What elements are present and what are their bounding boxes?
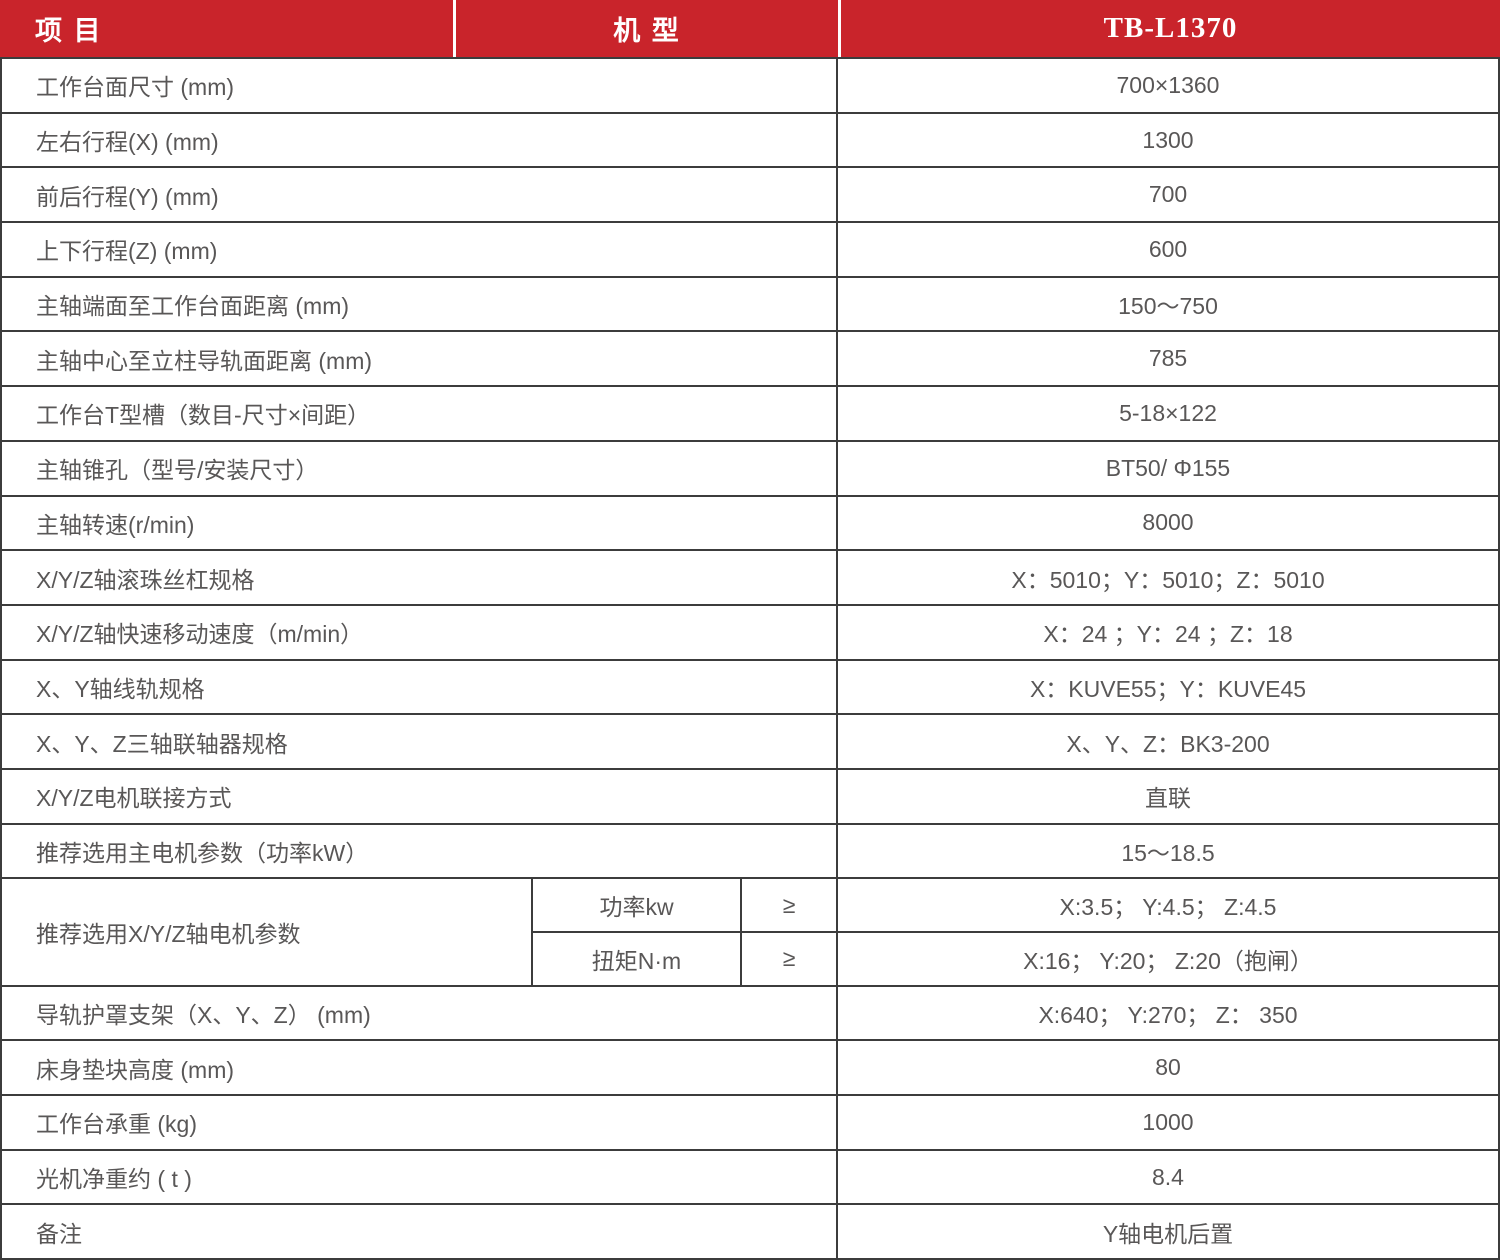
- row-value: X：5010；Y：5010；Z：5010: [1011, 566, 1325, 593]
- row-label: X/Y/Z电机联接方式: [2, 769, 838, 823]
- param-name: 功率kw: [533, 879, 742, 931]
- row-value: 80: [1155, 1054, 1181, 1081]
- row-label: 备注: [2, 1205, 838, 1259]
- row-value: Y轴电机后置: [1102, 1220, 1234, 1247]
- table-row: 上下行程(Z) (mm) 600: [2, 221, 1498, 276]
- table-row: X/Y/Z轴滚珠丝杠规格 X：5010；Y：5010；Z：5010: [2, 549, 1498, 604]
- row-label: 工作台承重 (kg): [2, 1096, 838, 1149]
- table-row: X、Y轴线轨规格 X：KUVE55；Y：KUVE45: [2, 658, 1498, 714]
- row-value: 785: [1148, 345, 1188, 372]
- row-value: 直联: [1145, 785, 1191, 812]
- row-value: X:16； Y:20； Z:20（抱闸）: [1023, 947, 1313, 974]
- geq-symbol: ≥: [742, 879, 838, 931]
- row-label: 光机净重约 ( t ): [2, 1150, 838, 1204]
- table-row: 主轴中心至立柱导轨面距离 (mm) 785: [2, 330, 1498, 386]
- row-label: 上下行程(Z) (mm): [2, 223, 838, 276]
- row-value: X：KUVE55；Y：KUVE45: [1029, 675, 1307, 702]
- header-model-cell: 机 型: [453, 0, 838, 57]
- row-label: 床身垫块高度 (mm): [2, 1041, 838, 1095]
- header-machine-cell: TB-L1370: [838, 0, 1500, 57]
- table-row: 左右行程(X) (mm) 1300: [2, 111, 1498, 167]
- row-value: X:640； Y:270； Z： 350: [1038, 1002, 1298, 1029]
- table-row: 主轴转速(r/min) 8000: [2, 494, 1498, 550]
- row-label: 推荐选用X/Y/Z轴电机参数: [2, 879, 533, 985]
- row-label: 前后行程(Y) (mm): [2, 168, 838, 222]
- row-value: X：24 ；Y：24 ；Z：18: [1043, 621, 1293, 648]
- table-row: 工作台承重 (kg) 1000: [2, 1094, 1498, 1149]
- table-row: 床身垫块高度 (mm) 80: [2, 1039, 1498, 1095]
- row-label: 推荐选用主电机参数（功率kW）: [2, 824, 838, 878]
- table-row: X/Y/Z轴快速移动速度（m/min） X：24 ；Y：24 ；Z：18: [2, 603, 1498, 659]
- row-label: X、Y轴线轨规格: [2, 660, 838, 714]
- table-row: 备注 Y轴电机后置: [2, 1203, 1498, 1259]
- table-row: 光机净重约 ( t ) 8.4: [2, 1148, 1498, 1204]
- row-label: 主轴中心至立柱导轨面距离 (mm): [2, 332, 838, 386]
- row-label: X、Y、Z三轴联轴器规格: [2, 715, 838, 768]
- motor-params-subgrid: 功率kw ≥ X:3.5； Y:4.5； Z:4.5 扭矩N·m ≥ X:16；…: [533, 879, 1498, 985]
- table-row: X/Y/Z电机联接方式 直联: [2, 767, 1498, 823]
- row-label: 主轴转速(r/min): [2, 496, 838, 550]
- table-row: 前后行程(Y) (mm) 700: [2, 166, 1498, 222]
- motor-params-row: 推荐选用X/Y/Z轴电机参数 功率kw ≥ X:3.5； Y:4.5； Z:4.…: [2, 877, 1498, 985]
- row-value: 5-18×122: [1119, 399, 1217, 426]
- param-name: 扭矩N·m: [533, 933, 742, 985]
- row-value: BT50/ Φ155: [1105, 454, 1231, 481]
- row-value: 700×1360: [1116, 71, 1220, 98]
- geq-symbol: ≥: [742, 933, 838, 985]
- motor-params-subrow-torque: 扭矩N·m ≥ X:16； Y:20； Z:20（抱闸）: [533, 931, 1498, 985]
- row-value: 600: [1148, 235, 1188, 262]
- row-label: X/Y/Z轴快速移动速度（m/min）: [2, 605, 838, 659]
- row-label: 工作台面尺寸 (mm): [2, 59, 838, 112]
- table-row: 导轨护罩支架（X、Y、Z） (mm) X:640； Y:270； Z： 350: [2, 984, 1498, 1040]
- row-value: 8.4: [1152, 1163, 1184, 1190]
- row-value: X、Y、Z：BK3-200: [1066, 730, 1270, 757]
- header-item-cell: 项 目: [35, 16, 103, 46]
- row-value: 15～18.5: [1121, 839, 1215, 866]
- table-row: 推荐选用主电机参数（功率kW） 15～18.5: [2, 822, 1498, 878]
- row-value: 150～750: [1118, 293, 1218, 320]
- table-header-row: 项 目 机 型 TB-L1370: [0, 0, 1500, 57]
- table-row: 主轴端面至工作台面距离 (mm) 150～750: [2, 275, 1498, 331]
- row-label: X/Y/Z轴滚珠丝杠规格: [2, 551, 838, 604]
- table-body: 工作台面尺寸 (mm) 700×1360 左右行程(X) (mm) 1300 前…: [0, 57, 1500, 1260]
- row-label: 导轨护罩支架（X、Y、Z） (mm): [2, 986, 838, 1040]
- row-value: 700: [1148, 181, 1188, 208]
- table-row: 工作台面尺寸 (mm) 700×1360: [2, 59, 1498, 112]
- motor-params-subrow-power: 功率kw ≥ X:3.5； Y:4.5； Z:4.5: [533, 879, 1498, 931]
- row-label: 主轴端面至工作台面距离 (mm): [2, 277, 838, 331]
- row-value: X:3.5； Y:4.5； Z:4.5: [1059, 894, 1277, 921]
- table-row: X、Y、Z三轴联轴器规格 X、Y、Z：BK3-200: [2, 713, 1498, 768]
- row-value: 8000: [1142, 509, 1194, 536]
- row-label: 主轴锥孔（型号/安装尺寸）: [2, 441, 838, 495]
- table-row: 主轴锥孔（型号/安装尺寸） BT50/ Φ155: [2, 439, 1498, 495]
- row-value: 1300: [1142, 126, 1194, 153]
- table-row: 工作台T型槽（数目-尺寸×间距） 5-18×122: [2, 385, 1498, 440]
- row-label: 左右行程(X) (mm): [2, 113, 838, 167]
- row-label: 工作台T型槽（数目-尺寸×间距）: [2, 387, 838, 440]
- row-value: 1000: [1142, 1108, 1194, 1135]
